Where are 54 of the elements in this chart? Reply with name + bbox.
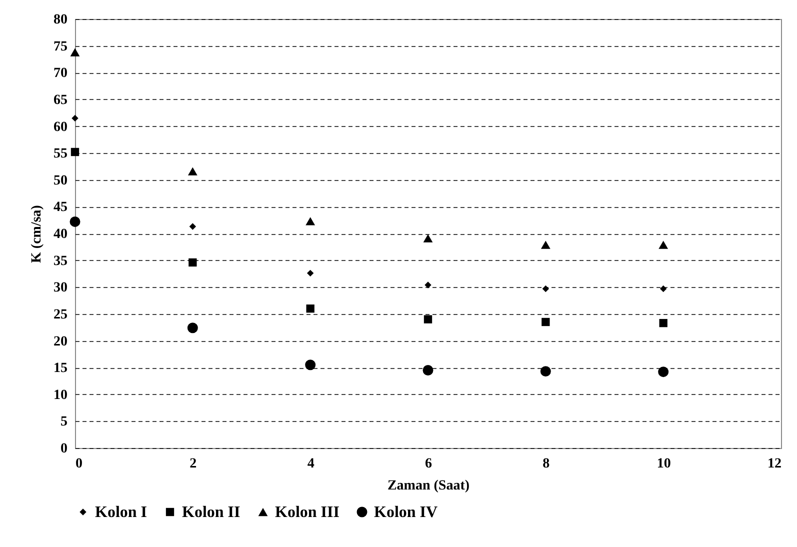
point bbox=[70, 216, 80, 227]
point bbox=[306, 217, 316, 226]
y-tick-label: 20 bbox=[54, 334, 68, 350]
legend-label: Kolon I bbox=[95, 504, 148, 521]
x-tick-label: 12 bbox=[768, 456, 782, 472]
y-tick-label: 40 bbox=[54, 227, 68, 242]
point bbox=[424, 282, 432, 288]
point bbox=[424, 315, 432, 324]
y-axis-title: K (cm/sa) bbox=[30, 204, 44, 263]
y-tick-label: 50 bbox=[54, 173, 68, 188]
y-tick-label: 15 bbox=[54, 361, 68, 376]
y-tick-label: 80 bbox=[54, 12, 68, 28]
x-tick-label: 0 bbox=[76, 456, 82, 472]
y-tick-label: 55 bbox=[54, 146, 68, 162]
x-tick-label: 6 bbox=[425, 456, 432, 472]
point bbox=[423, 234, 433, 242]
point bbox=[658, 366, 669, 378]
x-tick-label: 10 bbox=[656, 456, 671, 472]
point bbox=[659, 318, 668, 328]
y-tick-label: 5 bbox=[60, 414, 68, 430]
y-tick-label: 30 bbox=[54, 280, 68, 296]
point bbox=[660, 285, 667, 292]
y-tick-label: 60 bbox=[54, 120, 68, 135]
point bbox=[542, 318, 550, 326]
y-tick-label: 75 bbox=[54, 39, 68, 54]
legend-label: Kolon III bbox=[275, 504, 340, 521]
legend-label: Kolon IV bbox=[374, 504, 438, 521]
point bbox=[658, 240, 668, 249]
point bbox=[305, 360, 316, 370]
point bbox=[187, 322, 198, 334]
point bbox=[540, 240, 550, 249]
point bbox=[188, 258, 197, 267]
x-tick-label: 2 bbox=[190, 456, 197, 472]
point bbox=[540, 366, 551, 377]
point bbox=[70, 148, 80, 156]
x-axis-title: Zaman (Saat) bbox=[387, 478, 470, 494]
point bbox=[306, 304, 314, 313]
y-tick-label: 10 bbox=[54, 388, 68, 403]
point bbox=[306, 270, 314, 277]
point bbox=[72, 114, 78, 122]
x-tick-label: 4 bbox=[307, 456, 314, 472]
y-tick-label: 35 bbox=[54, 254, 68, 269]
point bbox=[542, 285, 550, 292]
legend-label: Kolon II bbox=[182, 504, 240, 521]
point bbox=[189, 223, 196, 230]
point bbox=[70, 48, 80, 56]
y-tick-label: 0 bbox=[60, 442, 68, 456]
y-tick-label: 65 bbox=[54, 92, 68, 108]
y-tick-label: 25 bbox=[54, 307, 68, 322]
y-tick-label: 45 bbox=[54, 200, 68, 216]
point bbox=[188, 167, 198, 176]
x-tick-label: 8 bbox=[542, 456, 550, 472]
point bbox=[422, 365, 434, 376]
y-tick-label: 70 bbox=[54, 66, 68, 82]
